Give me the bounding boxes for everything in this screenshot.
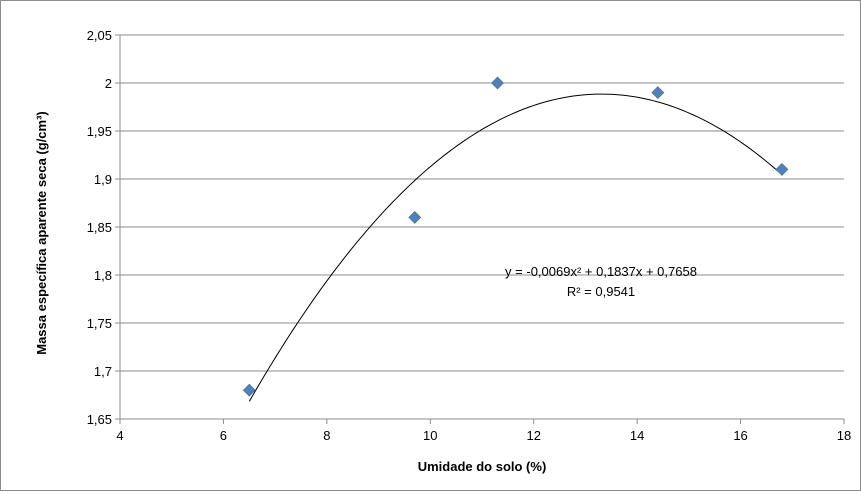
y-axis-title: Massa específica aparente seca (g/cm³) xyxy=(34,111,49,355)
x-tick-label: 14 xyxy=(630,428,644,443)
trendline-curve xyxy=(248,93,783,402)
y-tick-label: 1,85 xyxy=(87,220,112,235)
x-tick-label: 8 xyxy=(323,428,330,443)
trendline-r2: R² = 0,9541 xyxy=(567,284,635,299)
x-tick-label: 12 xyxy=(526,428,540,443)
x-tick-label: 4 xyxy=(116,428,123,443)
y-tick-label: 2,05 xyxy=(87,28,112,43)
y-tick-label: 1,9 xyxy=(94,172,112,187)
x-tick-labels: 4 6 8 10 12 14 16 18 xyxy=(116,428,851,443)
x-tick-label: 10 xyxy=(423,428,437,443)
trendline xyxy=(248,93,783,402)
x-tick-label: 18 xyxy=(837,428,851,443)
y-tick-labels: 1,65 1,7 1,75 1,8 1,85 1,9 1,95 2 2,05 xyxy=(87,28,112,427)
data-point-marker xyxy=(408,210,422,224)
grid-lines xyxy=(120,34,844,372)
data-points xyxy=(242,76,789,397)
x-tick-label: 16 xyxy=(733,428,747,443)
data-point-marker xyxy=(491,76,504,90)
axes xyxy=(115,34,845,424)
x-axis-title: Umidade do solo (%) xyxy=(418,459,547,474)
y-tick-label: 1,65 xyxy=(87,412,112,427)
data-point-marker xyxy=(242,383,256,397)
y-tick-label: 1,75 xyxy=(87,316,112,331)
y-tick-label: 1,95 xyxy=(87,124,112,139)
data-point-marker xyxy=(651,86,665,100)
data-point-marker xyxy=(775,162,789,176)
trendline-equation: y = -0,0069x² + 0,1837x + 0,7658 xyxy=(505,264,697,279)
y-tick-label: 1,7 xyxy=(94,364,112,379)
y-tick-label: 1,8 xyxy=(94,268,112,283)
y-tick-label: 2 xyxy=(105,76,112,91)
x-tick-label: 6 xyxy=(220,428,227,443)
